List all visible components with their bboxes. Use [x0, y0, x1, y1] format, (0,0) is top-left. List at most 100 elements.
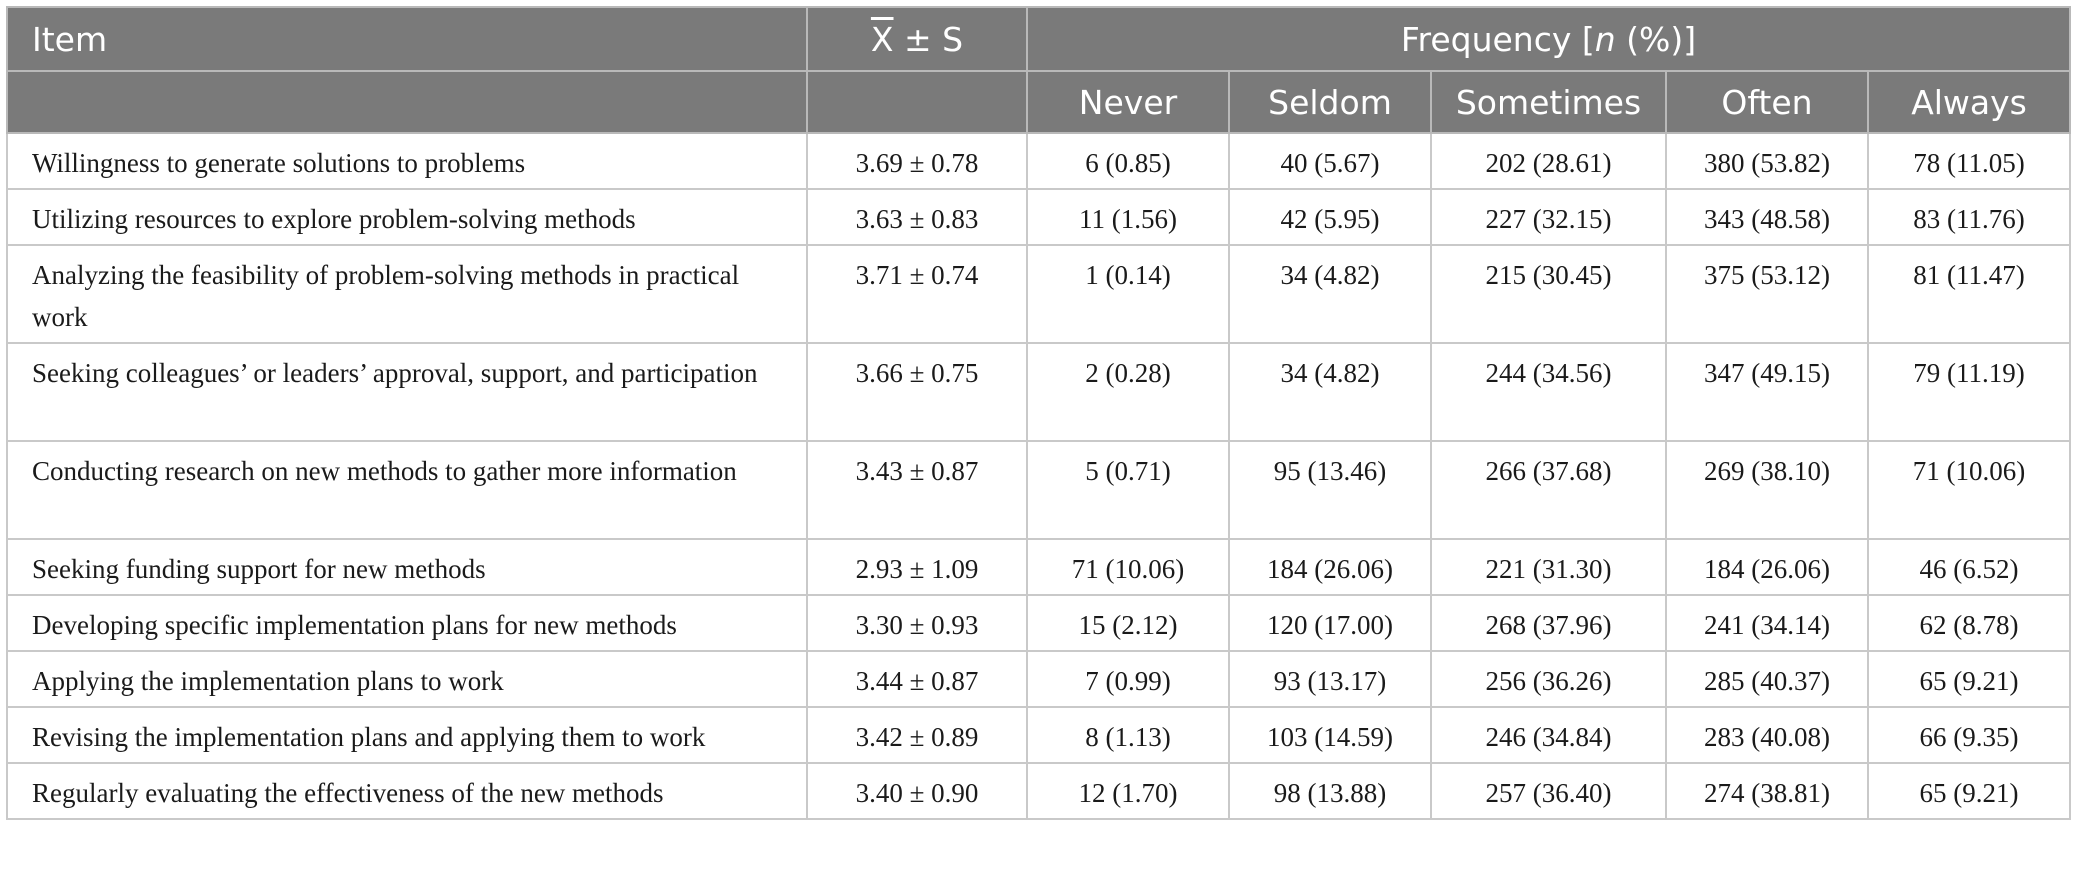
header-blank-item	[6, 70, 808, 134]
cell-often: 285 (40.37)	[1665, 650, 1869, 708]
cell-mean: 3.43 ± 0.87	[806, 440, 1028, 540]
cell-never: 7 (0.99)	[1026, 650, 1230, 708]
cell-always: 65 (9.21)	[1866, 762, 2072, 820]
cell-seldom: 184 (26.06)	[1228, 538, 1432, 596]
cell-always: 78 (11.05)	[1866, 132, 2072, 190]
cell-never: 11 (1.56)	[1026, 188, 1230, 246]
cell-never: 12 (1.70)	[1026, 762, 1230, 820]
cell-mean: 3.40 ± 0.90	[806, 762, 1028, 820]
table-row: Developing specific implementation plans…	[6, 594, 2072, 652]
cell-never: 1 (0.14)	[1026, 244, 1230, 344]
table-row: Seeking colleagues’ or leaders’ approval…	[6, 342, 2072, 442]
cell-sometimes: 221 (31.30)	[1430, 538, 1667, 596]
cell-never: 8 (1.13)	[1026, 706, 1230, 764]
cell-item: Developing specific implementation plans…	[6, 594, 808, 652]
cell-never: 2 (0.28)	[1026, 342, 1230, 442]
header-often: Often	[1665, 70, 1869, 134]
table-body: Willingness to generate solutions to pro…	[6, 132, 2072, 820]
cell-sometimes: 256 (36.26)	[1430, 650, 1667, 708]
cell-mean: 3.69 ± 0.78	[806, 132, 1028, 190]
table-row: Conducting research on new methods to ga…	[6, 440, 2072, 540]
cell-never: 71 (10.06)	[1026, 538, 1230, 596]
header-seldom: Seldom	[1228, 70, 1432, 134]
table-row: Applying the implementation plans to wor…	[6, 650, 2072, 708]
cell-mean: 3.42 ± 0.89	[806, 706, 1028, 764]
header-never: Never	[1026, 70, 1230, 134]
header-blank-mean	[806, 70, 1028, 134]
cell-mean: 3.63 ± 0.83	[806, 188, 1028, 246]
frequency-n: n	[1594, 19, 1616, 59]
cell-sometimes: 202 (28.61)	[1430, 132, 1667, 190]
table-row: Seeking funding support for new methods …	[6, 538, 2072, 596]
cell-often: 184 (26.06)	[1665, 538, 1869, 596]
cell-often: 283 (40.08)	[1665, 706, 1869, 764]
cell-item: Seeking colleagues’ or leaders’ approval…	[6, 342, 808, 442]
cell-sometimes: 246 (34.84)	[1430, 706, 1667, 764]
cell-seldom: 40 (5.67)	[1228, 132, 1432, 190]
cell-item: Applying the implementation plans to wor…	[6, 650, 808, 708]
cell-seldom: 34 (4.82)	[1228, 244, 1432, 344]
frequency-table-container: Item X ± S Frequency [n (%)] Never Seldo…	[6, 6, 2072, 820]
table-row: Utilizing resources to explore problem-s…	[6, 188, 2072, 246]
cell-never: 6 (0.85)	[1026, 132, 1230, 190]
cell-item: Regularly evaluating the effectiveness o…	[6, 762, 808, 820]
header-frequency: Frequency [n (%)]	[1025, 6, 2072, 72]
cell-seldom: 93 (13.17)	[1228, 650, 1432, 708]
cell-always: 81 (11.47)	[1866, 244, 2072, 344]
cell-seldom: 34 (4.82)	[1228, 342, 1432, 442]
cell-seldom: 120 (17.00)	[1228, 594, 1432, 652]
cell-always: 46 (6.52)	[1866, 538, 2072, 596]
frequency-prefix: Frequency [	[1400, 19, 1595, 59]
cell-always: 62 (8.78)	[1866, 594, 2072, 652]
cell-sometimes: 257 (36.40)	[1430, 762, 1667, 820]
header-mean: X ± S	[806, 6, 1028, 72]
cell-always: 66 (9.35)	[1866, 706, 2072, 764]
mean-symbol: X	[870, 19, 894, 59]
mean-suffix: ± S	[893, 19, 964, 59]
cell-always: 83 (11.76)	[1866, 188, 2072, 246]
header-sometimes: Sometimes	[1430, 70, 1667, 134]
cell-often: 274 (38.81)	[1665, 762, 1869, 820]
header-item: Item	[6, 6, 808, 72]
cell-often: 375 (53.12)	[1665, 244, 1869, 344]
cell-seldom: 98 (13.88)	[1228, 762, 1432, 820]
cell-often: 241 (34.14)	[1665, 594, 1869, 652]
cell-mean: 3.71 ± 0.74	[806, 244, 1028, 344]
cell-item: Willingness to generate solutions to pro…	[6, 132, 808, 190]
cell-sometimes: 215 (30.45)	[1430, 244, 1667, 344]
cell-often: 343 (48.58)	[1665, 188, 1869, 246]
cell-always: 71 (10.06)	[1866, 440, 2072, 540]
cell-mean: 3.44 ± 0.87	[806, 650, 1028, 708]
table-row: Willingness to generate solutions to pro…	[6, 132, 2072, 190]
cell-item: Analyzing the feasibility of problem-sol…	[6, 244, 808, 344]
header-row-2: Never Seldom Sometimes Often Always	[6, 70, 2072, 134]
table-header: Item X ± S Frequency [n (%)] Never Seldo…	[6, 6, 2072, 134]
cell-mean: 3.30 ± 0.93	[806, 594, 1028, 652]
cell-seldom: 42 (5.95)	[1228, 188, 1432, 246]
cell-always: 65 (9.21)	[1866, 650, 2072, 708]
cell-item: Seeking funding support for new methods	[6, 538, 808, 596]
cell-sometimes: 268 (37.96)	[1430, 594, 1667, 652]
table-row: Regularly evaluating the effectiveness o…	[6, 762, 2072, 820]
cell-sometimes: 244 (34.56)	[1430, 342, 1667, 442]
cell-sometimes: 266 (37.68)	[1430, 440, 1667, 540]
cell-item: Revising the implementation plans and ap…	[6, 706, 808, 764]
cell-seldom: 103 (14.59)	[1228, 706, 1432, 764]
cell-never: 15 (2.12)	[1026, 594, 1230, 652]
frequency-table: Item X ± S Frequency [n (%)] Never Seldo…	[6, 6, 2072, 820]
cell-always: 79 (11.19)	[1866, 342, 2072, 442]
cell-often: 269 (38.10)	[1665, 440, 1869, 540]
cell-often: 347 (49.15)	[1665, 342, 1869, 442]
cell-mean: 3.66 ± 0.75	[806, 342, 1028, 442]
cell-never: 5 (0.71)	[1026, 440, 1230, 540]
cell-sometimes: 227 (32.15)	[1430, 188, 1667, 246]
cell-item: Conducting research on new methods to ga…	[6, 440, 808, 540]
frequency-suffix: (%)]	[1615, 19, 1697, 59]
table-row: Revising the implementation plans and ap…	[6, 706, 2072, 764]
cell-item: Utilizing resources to explore problem-s…	[6, 188, 808, 246]
header-always: Always	[1866, 70, 2072, 134]
cell-mean: 2.93 ± 1.09	[806, 538, 1028, 596]
cell-seldom: 95 (13.46)	[1228, 440, 1432, 540]
cell-often: 380 (53.82)	[1665, 132, 1869, 190]
table-row: Analyzing the feasibility of problem-sol…	[6, 244, 2072, 344]
